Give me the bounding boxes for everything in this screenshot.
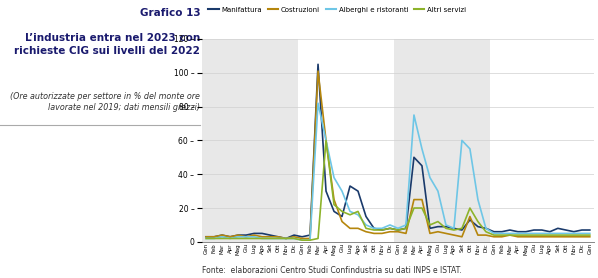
Legend: Manifattura, Costruzioni, Alberghi e ristoranti, Altri servizi: Manifattura, Costruzioni, Alberghi e ris… [206, 4, 469, 15]
Text: (Ore autorizzate per settore in % del monte ore
lavorate nel 2019; dati mensili : (Ore autorizzate per settore in % del mo… [10, 92, 200, 112]
Bar [490, 39, 586, 242]
Bar [202, 39, 298, 242]
Text: Fonte:  elaborazioni Centro Studi Confindustria su dati INPS e ISTAT.: Fonte: elaborazioni Centro Studi Confind… [202, 266, 462, 275]
Bar [394, 39, 490, 242]
Bar [298, 39, 394, 242]
Text: L’industria entra nel 2023 con
richieste CIG sui livelli del 2022: L’industria entra nel 2023 con richieste… [14, 33, 200, 56]
Text: Grafico 13: Grafico 13 [140, 8, 200, 18]
